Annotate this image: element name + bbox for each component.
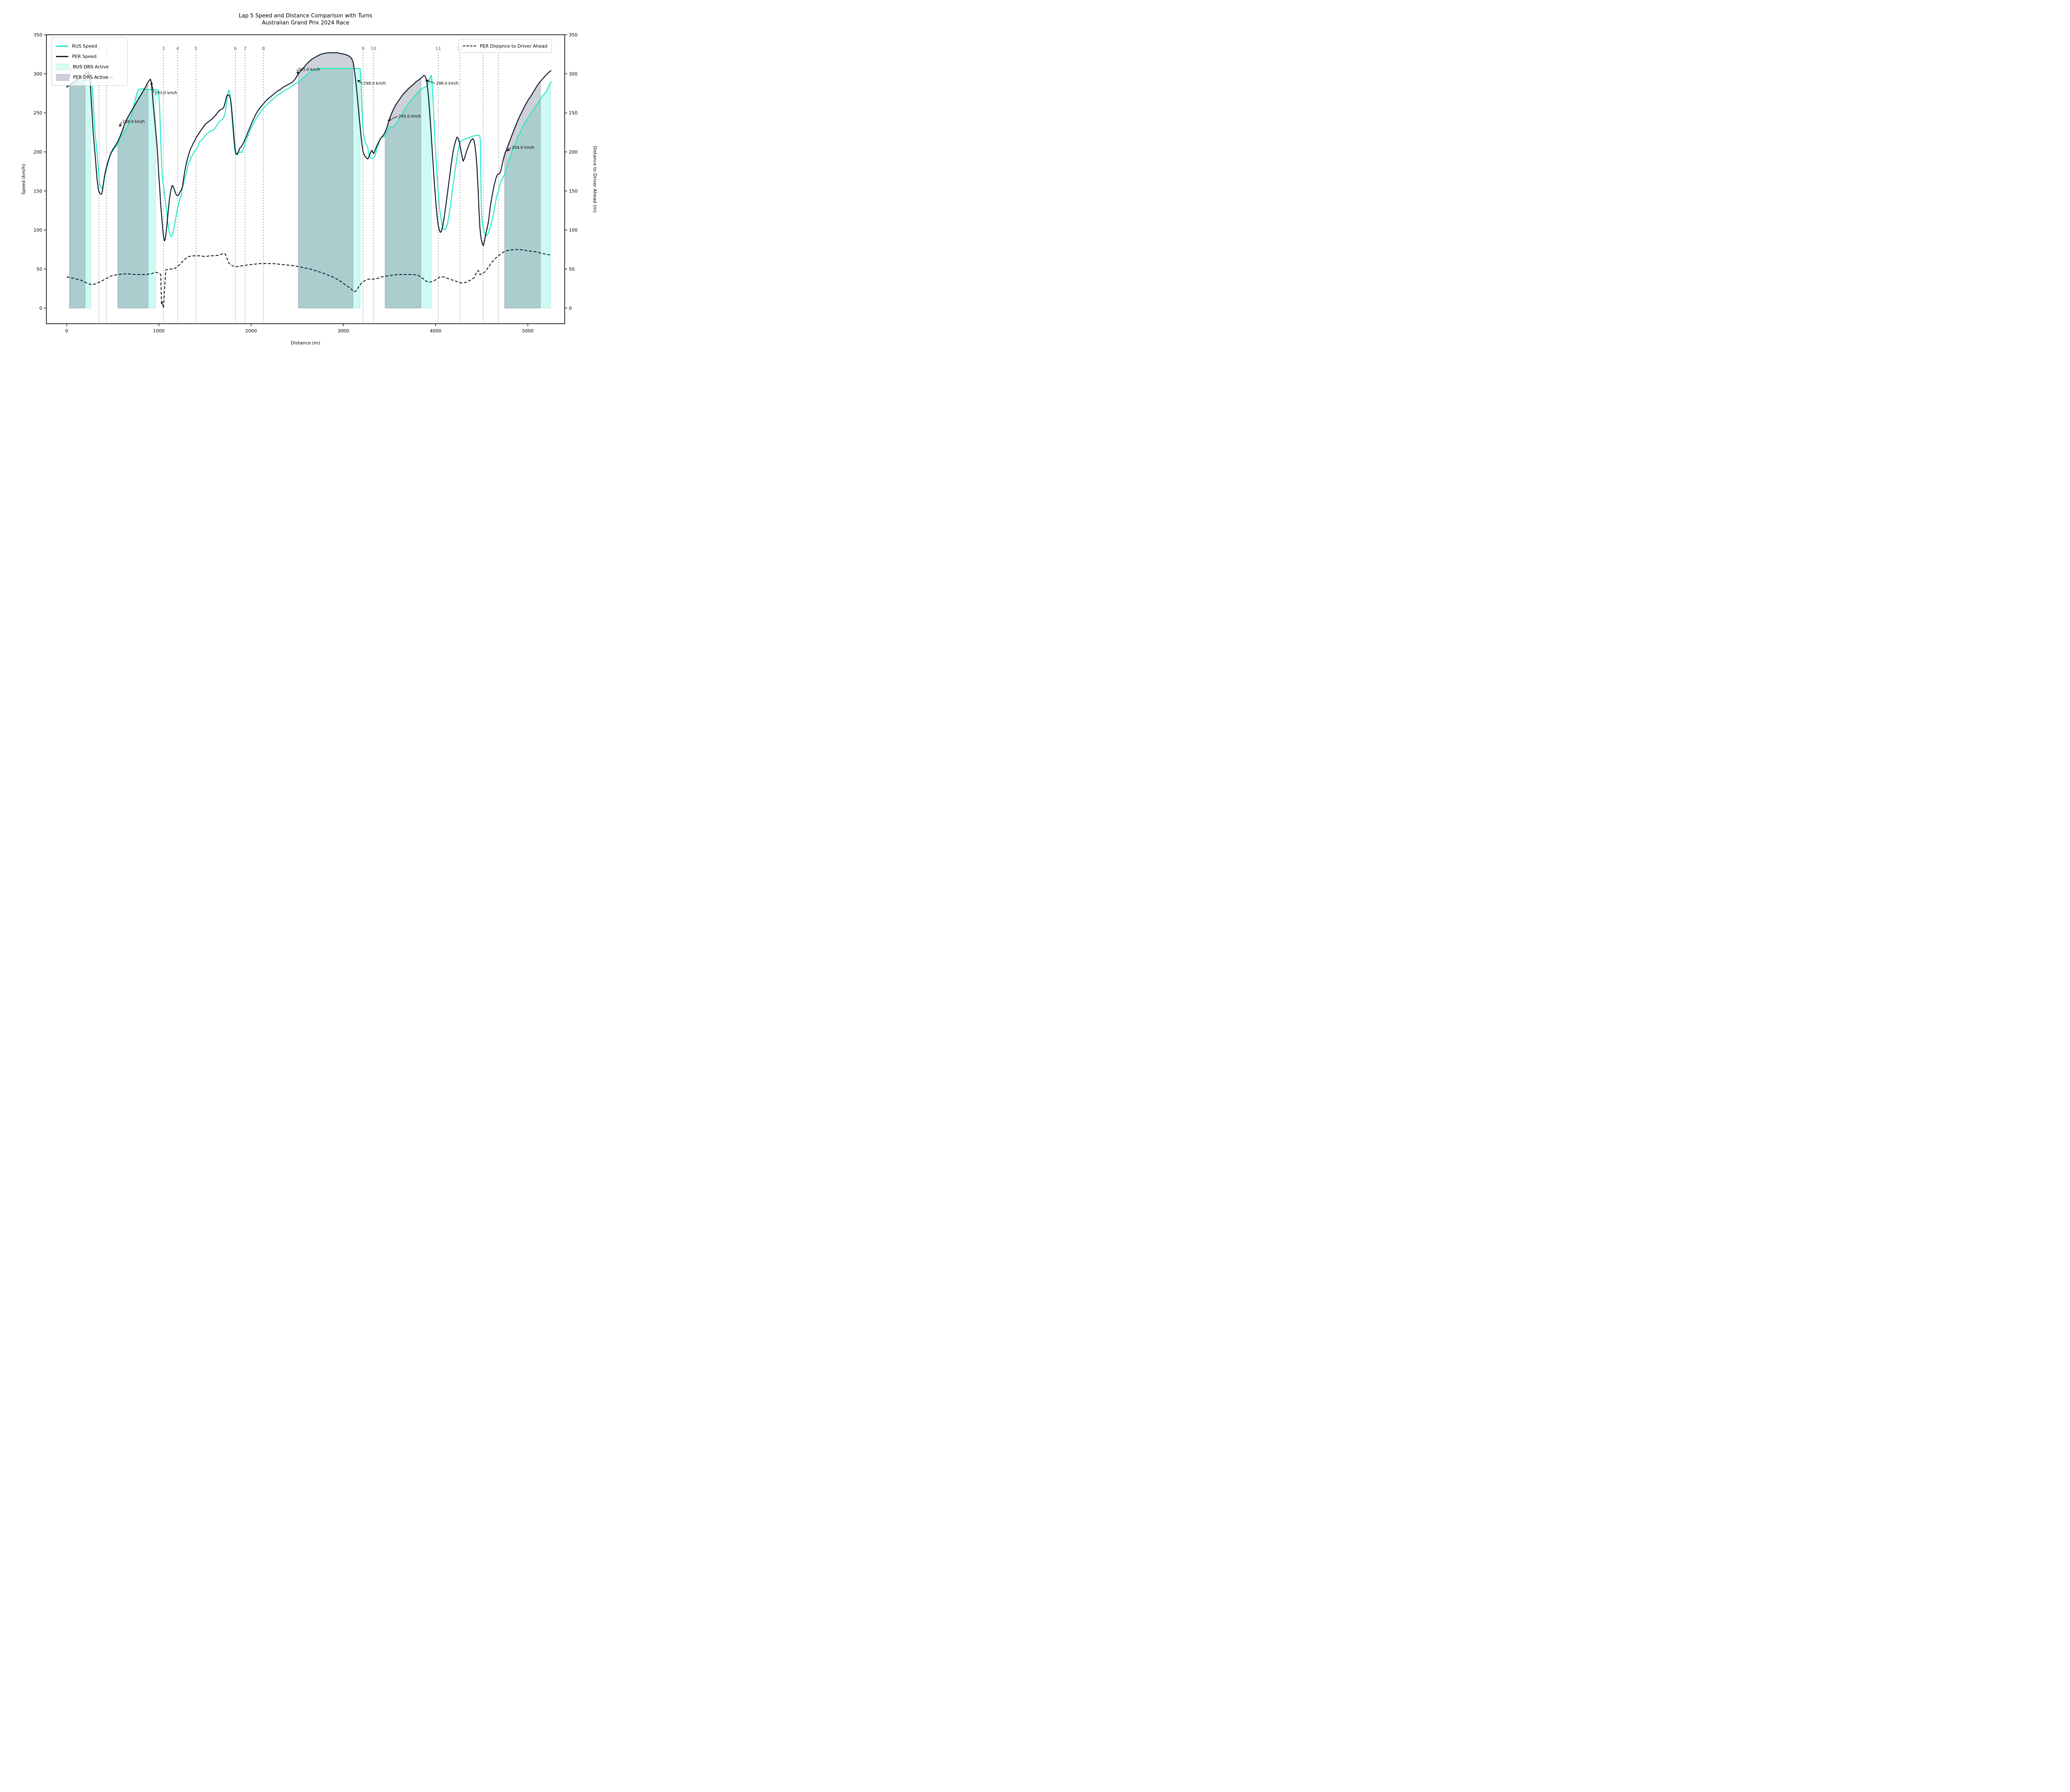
rus-drs-patch-swatch-icon <box>56 63 69 70</box>
per-speed-line-swatch-icon <box>56 56 68 57</box>
y-right-tick-label: 150 <box>569 188 578 194</box>
y-right-tick-label: 250 <box>569 111 578 116</box>
annotation-arrow <box>357 79 363 84</box>
y-left-tick-label: 0 <box>39 305 42 311</box>
annotation-arrow <box>150 81 154 93</box>
y-left-tick-label: 300 <box>34 71 42 77</box>
legend-label: PER Distance to Driver Ahead <box>480 43 548 49</box>
rus-speed-line <box>66 67 552 237</box>
annotation-label-8: 204.0 km/h <box>512 145 534 150</box>
y-left-tick-label: 350 <box>34 32 42 38</box>
turn-label-9: 9 <box>361 46 364 51</box>
annotation-label-4: 305.0 km/h <box>298 67 320 72</box>
annotation-arrow <box>119 121 123 127</box>
x-tick-label: 0 <box>65 328 68 334</box>
chart-canvas: 1234567891011121314010002000300040005000… <box>34 32 578 334</box>
x-tick-label: 4000 <box>430 328 441 334</box>
annotation-label-5: 298.0 km/h <box>363 82 386 86</box>
x-axis-label: Distance (m) <box>291 340 320 346</box>
turn-label-11: 11 <box>436 46 441 51</box>
turn-label-5: 5 <box>195 46 197 51</box>
chart-title: Lap 5 Speed and Distance Comparison with… <box>46 12 565 26</box>
chart-title-line2: Australian Grand Prix 2024 Race <box>262 20 349 26</box>
x-tick-label: 1000 <box>153 328 165 334</box>
annotation-label-7: 298.0 km/h <box>436 82 458 86</box>
annotation-arrow <box>388 116 398 121</box>
turn-label-7: 7 <box>244 46 247 51</box>
y-right-tick-label: 100 <box>569 228 578 233</box>
per-drs-band <box>69 74 86 308</box>
axes: 0 1000 2000 3000 4000 50000501001502002503003… <box>34 32 578 334</box>
y-axis-label-right: Distance to Driver Ahead (m) <box>592 146 598 213</box>
y-right-tick-label: 200 <box>569 149 578 155</box>
annotation-arrow <box>425 79 436 84</box>
y-right-tick-label: 300 <box>569 71 578 77</box>
y-left-tick-label: 50 <box>36 267 42 272</box>
drs-bands <box>69 52 551 308</box>
data-lines <box>66 52 552 309</box>
y-right-tick-label: 350 <box>569 32 578 38</box>
per-drs-band <box>298 52 354 308</box>
annotation-arrow <box>506 147 511 152</box>
y-left-tick-label: 100 <box>34 228 42 233</box>
annotation-label-3: 238.0 km/h <box>122 120 144 124</box>
x-tick-label: 3000 <box>337 328 349 334</box>
plot-border <box>46 34 565 324</box>
chart-title-line1: Lap 5 Speed and Distance Comparison with… <box>238 13 373 19</box>
rus-speed-line-swatch-icon <box>56 46 68 47</box>
turn-label-6: 6 <box>234 46 237 51</box>
turn-label-8: 8 <box>262 46 265 51</box>
legend-label: PER DRS Active <box>73 75 108 80</box>
y-left-tick-label: 200 <box>34 149 42 155</box>
y-left-tick-label: 150 <box>34 188 42 194</box>
legend-item-per-distance: PER Distance to Driver Ahead <box>463 42 547 50</box>
legend-item-per-drs: PER DRS Active <box>56 72 123 82</box>
per-drs-patch-swatch-icon <box>56 74 69 81</box>
per-drs-band <box>504 81 541 308</box>
y-right-tick-label: 50 <box>569 267 575 272</box>
y-left-tick-label: 250 <box>34 111 42 116</box>
x-tick-label: 2000 <box>246 328 257 334</box>
legend-distance: PER Distance to Driver Ahead <box>458 39 552 53</box>
legend-speed: RUS Speed PER Speed RUS DRS Active PER D… <box>51 38 128 86</box>
turn-label-3: 3 <box>162 46 165 51</box>
legend-label: RUS DRS Active <box>73 64 109 70</box>
y-axis-label-left: Speed (km/h) <box>21 164 26 195</box>
per-speed-line <box>66 52 552 246</box>
annotation-label-2: 293.0 km/h <box>155 91 177 95</box>
annotation-arrow <box>296 69 299 75</box>
x-tick-label: 5000 <box>522 328 534 334</box>
turn-label-4: 4 <box>176 46 179 51</box>
figure: Lap 5 Speed and Distance Comparison with… <box>0 0 608 358</box>
legend-label: RUS Speed <box>72 43 97 49</box>
annotation-label-6: 245.0 km/h <box>399 114 421 119</box>
legend-label: PER Speed <box>72 54 97 59</box>
y-right-tick-label: 0 <box>569 305 572 311</box>
legend-item-rus-speed: RUS Speed <box>56 41 123 51</box>
legend-item-per-speed: PER Speed <box>56 51 123 62</box>
legend-item-rus-drs: RUS DRS Active <box>56 62 123 72</box>
turn-label-10: 10 <box>371 46 376 51</box>
